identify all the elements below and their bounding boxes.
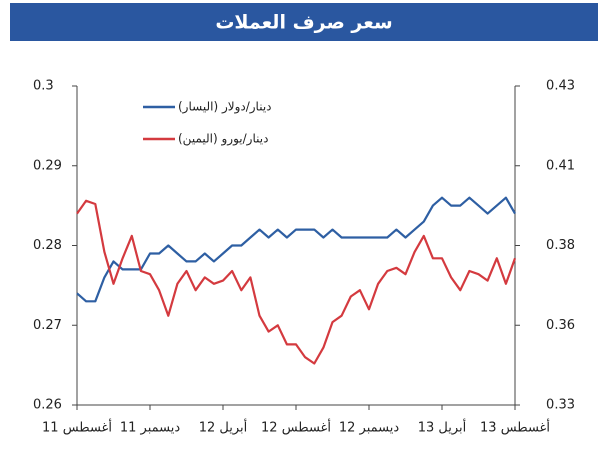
y-tick-label: 0.3 — [33, 79, 54, 94]
y-tick-label: 0.26 — [33, 398, 62, 413]
x-tick-label: أبريل 13 — [418, 419, 467, 436]
legend-label: دينار/دولار (اليسار) — [178, 100, 272, 115]
x-tick-label: ديسمبر 11 — [120, 421, 181, 436]
chart-title: سعر صرف العملات — [215, 12, 392, 34]
y-tick-label: 0.29 — [33, 158, 62, 173]
y2-tick-label: 0.43 — [546, 79, 575, 94]
y2-tick-label: 0.41 — [546, 158, 575, 173]
y2-tick-label: 0.38 — [546, 238, 575, 253]
y2-tick-label: 0.36 — [546, 318, 575, 333]
title-bar — [10, 3, 598, 41]
x-tick-label: أغسطس 12 — [261, 419, 331, 436]
y-tick-label: 0.28 — [33, 238, 62, 253]
y2-tick-label: 0.33 — [546, 398, 575, 413]
series-line — [76, 199, 517, 365]
legend-label: دينار/يورو (اليمين) — [178, 132, 268, 147]
x-tick-label: أغسطس 11 — [42, 419, 112, 436]
x-tick-label: أبريل 12 — [199, 419, 248, 436]
x-tick-label: أغسطس 13 — [480, 419, 550, 436]
series-line — [76, 196, 516, 303]
x-tick-label: ديسمبر 12 — [339, 421, 400, 436]
y-tick-label: 0.27 — [33, 318, 62, 333]
